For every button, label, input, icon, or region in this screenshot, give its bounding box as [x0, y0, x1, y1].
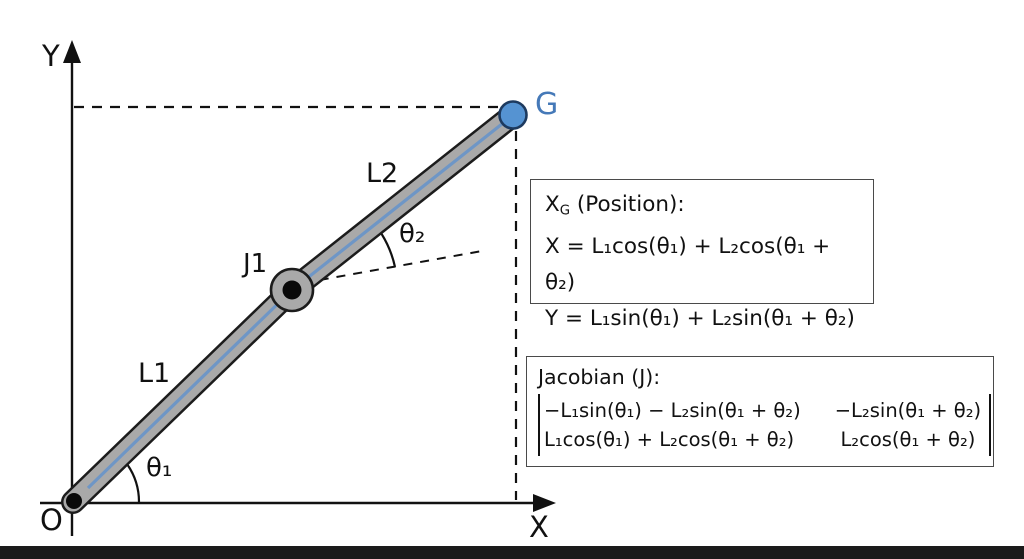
- bottom-edge-artifact-bar: [0, 546, 1024, 559]
- origin-label: O: [40, 503, 63, 537]
- position-title-rest: (Position):: [570, 192, 685, 217]
- jacobian-entry-r2c1: L₁cos(θ₁) + L₂cos(θ₁ + θ₂): [544, 428, 795, 451]
- jacobian-matrix: −L₁sin(θ₁) − L₂sin(θ₁ + θ₂) L₁cos(θ₁) + …: [538, 394, 992, 456]
- l1-extension-dashed-line: [302, 250, 483, 284]
- link-l1-center-line: [86, 291, 291, 490]
- position-formula-panel: XG (Position): X = L₁cos(θ₁) + L₂cos(θ₁ …: [530, 179, 874, 331]
- theta2-arc: [380, 232, 397, 268]
- jacobian-entry-r1c1: −L₁sin(θ₁) − L₂sin(θ₁ + θ₂): [544, 399, 801, 422]
- x-axis-arrow-icon: [533, 494, 556, 512]
- jacobian-matrix-column-2: −L₂sin(θ₁ + θ₂) L₂cos(θ₁ + θ₂): [835, 394, 981, 456]
- y-axis-arrow-icon: [63, 40, 81, 63]
- link-l2-label: L2: [366, 158, 399, 189]
- position-equation-y: Y = L₁sin(θ₁) + L₂sin(θ₁ + θ₂): [545, 306, 855, 332]
- jacobian-matrix-column-1: −L₁sin(θ₁) − L₂sin(θ₁ + θ₂) L₁cos(θ₁) + …: [544, 394, 801, 456]
- link-l2-center-line: [295, 118, 508, 289]
- theta2-label: θ₂: [399, 219, 426, 249]
- y-axis-label: Y: [42, 39, 60, 73]
- position-equation-x: X = L₁cos(θ₁) + L₂cos(θ₁ + θ₂): [545, 234, 831, 296]
- joint-j1-label: J1: [243, 249, 268, 279]
- link-l1-label: L1: [138, 358, 171, 389]
- matrix-right-bracket: [989, 394, 992, 456]
- end-effector-g: [498, 100, 528, 130]
- joint-j1-pin: [282, 280, 302, 300]
- x-axis-label: X: [529, 510, 549, 544]
- position-title-base: X: [545, 192, 560, 217]
- origin-pin: [66, 493, 82, 509]
- jacobian-entry-r1c2: −L₂sin(θ₁ + θ₂): [834, 399, 982, 422]
- jacobian-panel: Jacobian (J): −L₁sin(θ₁) − L₂sin(θ₁ + θ₂…: [526, 356, 994, 467]
- theta1-arc: [126, 463, 141, 503]
- end-effector-label: G: [535, 87, 559, 122]
- position-panel-title: XG (Position):: [545, 187, 865, 229]
- theta1-label: θ₁: [146, 453, 173, 483]
- jacobian-panel-title: Jacobian (J):: [538, 365, 661, 389]
- jacobian-entry-r2c2: L₂cos(θ₁ + θ₂): [840, 428, 976, 451]
- matrix-left-bracket: [538, 394, 540, 456]
- position-title-subscript: G: [559, 203, 571, 219]
